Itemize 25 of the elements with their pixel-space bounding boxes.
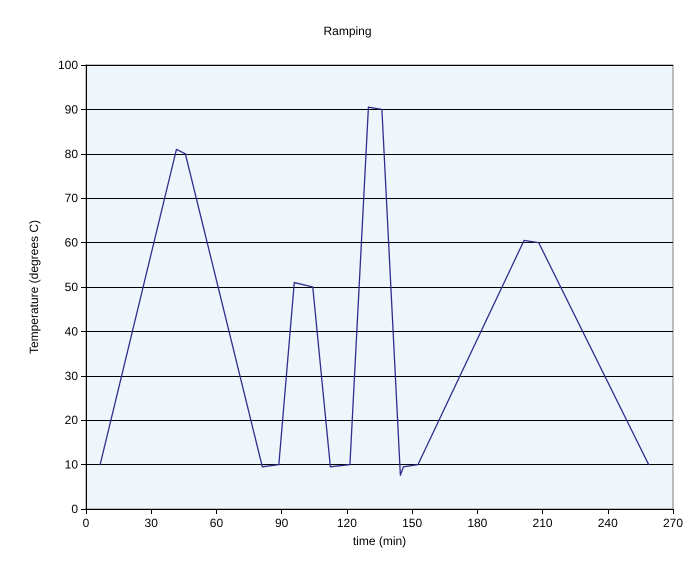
y-axis-title: Temperature (degrees C) [27,220,41,354]
y-tick-label: 70 [64,191,78,206]
y-tick-label: 20 [64,413,78,428]
x-tick-label: 30 [144,516,158,530]
x-tick-label: 120 [336,516,358,530]
y-tick-label: 10 [64,458,78,472]
y-tick-label: 30 [64,368,78,383]
line-series [99,106,650,476]
x-tick-label: 270 [662,516,684,530]
x-axis-title: time (min) [352,534,406,548]
x-tick-label: 210 [532,516,553,530]
x-tick-label: 240 [598,516,618,530]
y-tick-label: 90 [64,102,78,116]
y-tick-label: 80 [64,146,78,161]
x-tick-label: 0 [82,516,90,530]
x-tick-label: 60 [210,516,224,530]
y-tick-label: 50 [64,280,78,294]
y-tick-label: 100 [58,58,78,72]
x-tick-label: 180 [467,516,488,530]
y-tick-label: 40 [64,324,78,338]
x-tick-label: 90 [274,516,289,530]
y-tick-label: 60 [64,236,78,250]
y-tick-label: 0 [71,502,78,516]
x-tick-label: 150 [402,516,422,530]
chart-title: Ramping [323,24,372,38]
